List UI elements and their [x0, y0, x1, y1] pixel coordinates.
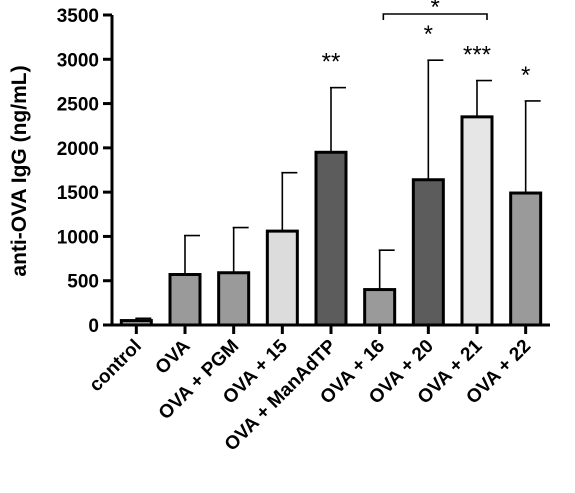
bar	[168, 273, 202, 327]
y-tick-label: 2000	[57, 139, 99, 160]
error-bars	[135, 59, 541, 321]
significance-bracket	[382, 13, 488, 20]
y-tick-label: 3500	[57, 6, 99, 27]
bar	[217, 271, 251, 327]
y-tick-label: 3000	[57, 50, 99, 71]
y-tick-label: 500	[67, 272, 99, 293]
x-tick-label: OVA	[152, 335, 195, 378]
bar	[363, 288, 397, 327]
y-tick-label: 1500	[57, 183, 99, 204]
bar	[509, 191, 543, 327]
y-tick-label: 0	[88, 316, 99, 337]
significance-marks: ********	[322, 0, 531, 89]
significance-label: *	[521, 62, 530, 89]
y-tick-label: 1000	[57, 227, 99, 248]
bars	[119, 115, 543, 327]
y-axis-title: anti-OVA IgG (ng/mL)	[8, 65, 31, 276]
bracket-label: *	[430, 0, 439, 21]
bar	[265, 229, 299, 327]
significance-label: *	[424, 21, 433, 48]
significance-label: **	[322, 49, 341, 76]
y-tick-label: 2500	[57, 95, 99, 116]
significance-label: ***	[463, 42, 491, 69]
x-tick-label: control	[85, 336, 145, 396]
bar	[460, 115, 494, 327]
bar	[411, 178, 445, 327]
bar	[314, 150, 348, 327]
y-axis: 0 500 1000 1500 2000 2500 3000 3500	[57, 6, 114, 337]
